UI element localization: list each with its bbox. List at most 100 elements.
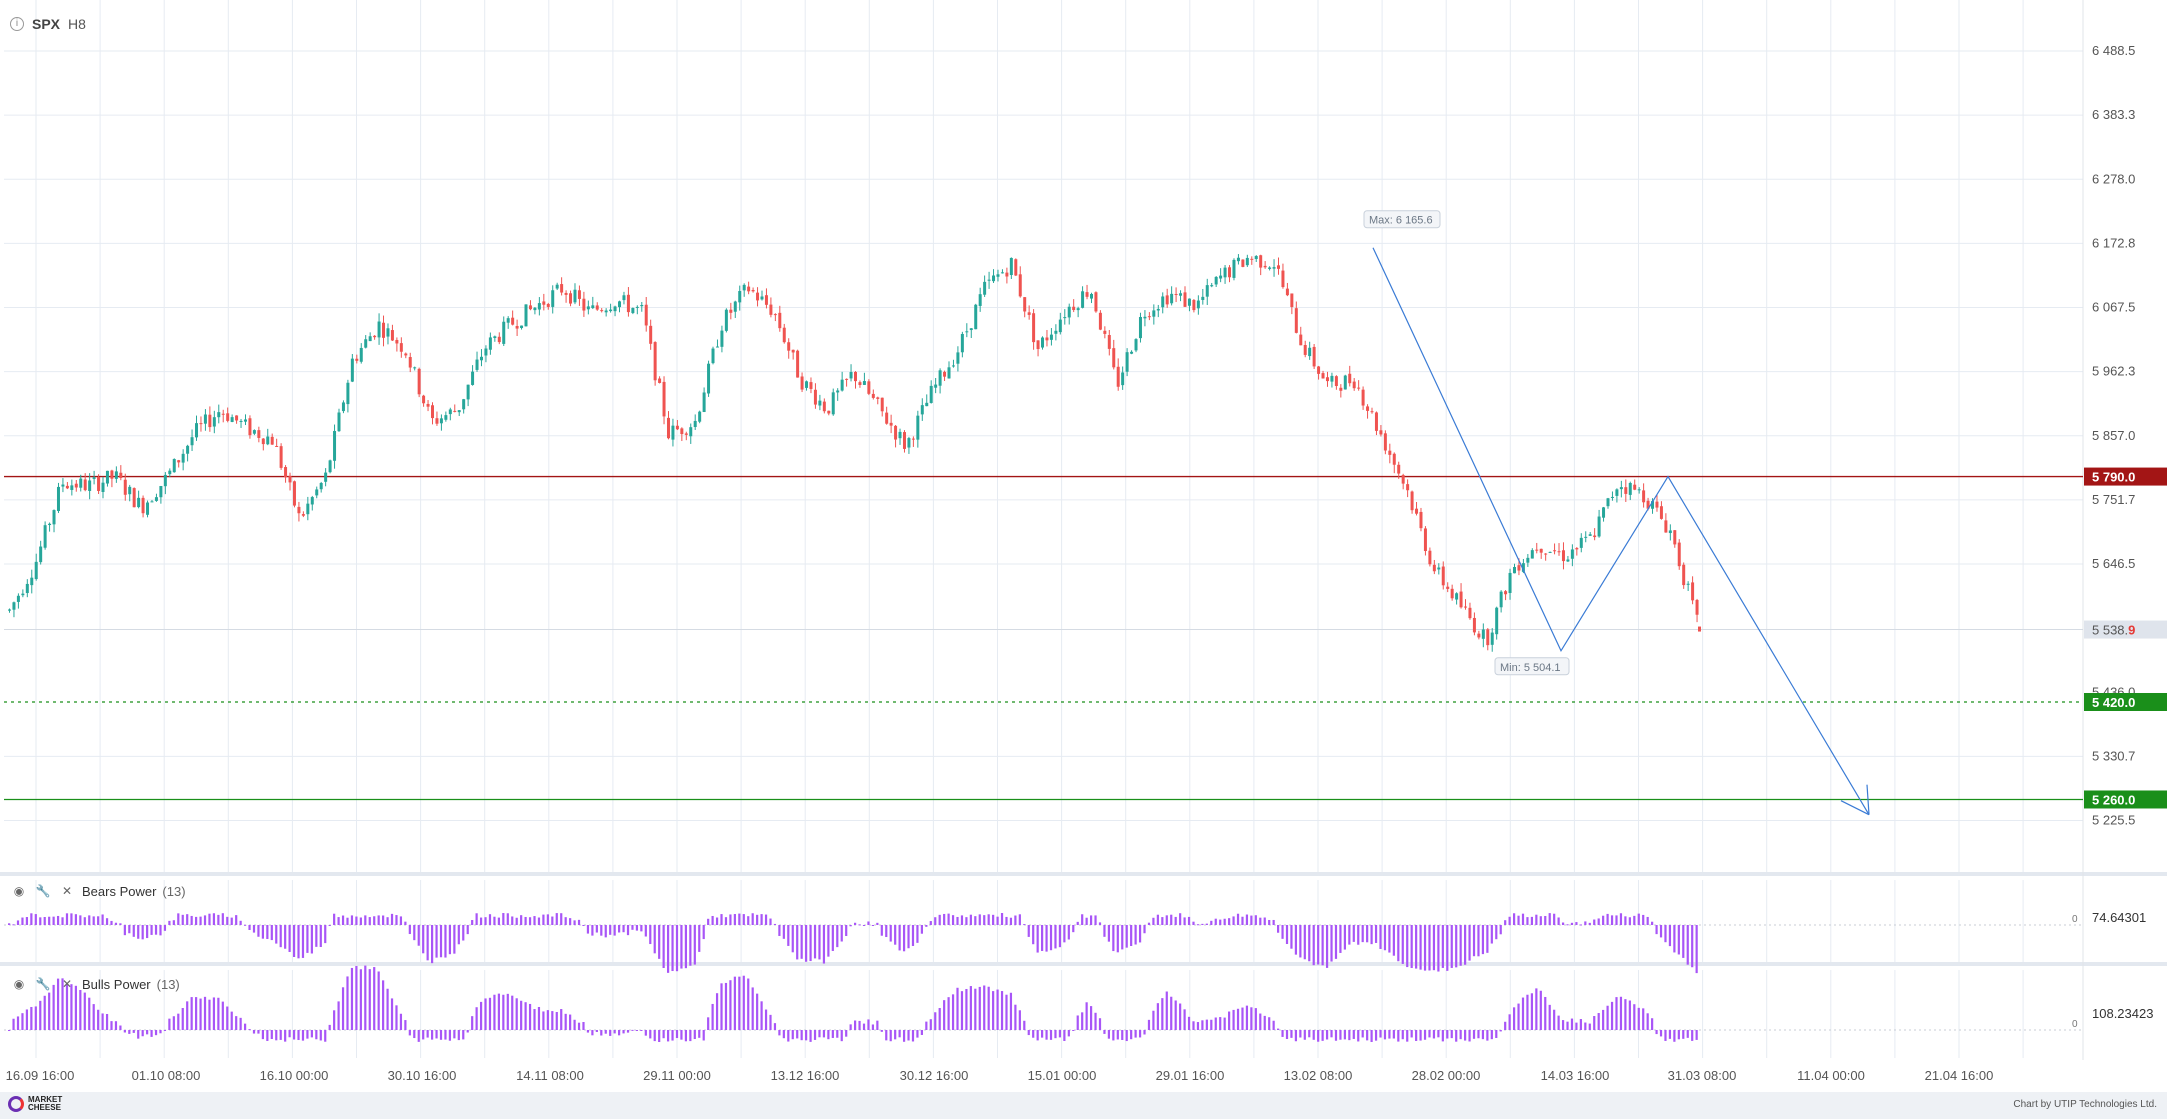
candle-body [39, 546, 43, 563]
power-bar [1165, 991, 1168, 1030]
power-bar [809, 1030, 812, 1042]
power-bar [1321, 1030, 1324, 1041]
candle-body [453, 410, 457, 412]
info-icon[interactable]: i [10, 17, 24, 31]
power-bar [1334, 1030, 1338, 1041]
power-bar [448, 1030, 452, 1041]
price-tick-label: 6 488.5 [2092, 43, 2135, 58]
candle-body [1637, 489, 1641, 491]
power-bar [1468, 925, 1471, 961]
candle-body [680, 428, 684, 435]
candle-body [1651, 501, 1655, 509]
power-bar [195, 997, 198, 1030]
candle-body [448, 409, 452, 415]
eye-icon[interactable]: ◉ [13, 977, 25, 991]
power-bar [969, 986, 972, 1030]
power-bar [1254, 1008, 1257, 1030]
power-bar [1673, 925, 1676, 953]
power-bar [1205, 923, 1208, 925]
power-bar [43, 917, 46, 925]
candle-body [1045, 337, 1049, 341]
timeframe-label[interactable]: H8 [68, 16, 86, 32]
power-bar [733, 914, 736, 925]
candle-body [1619, 487, 1623, 490]
power-bar [747, 978, 750, 1030]
candle-body [1223, 267, 1227, 278]
power-bar [1593, 919, 1596, 925]
time-axis[interactable]: 16.09 16:00 01.10 08:00 16.10 00:00 30.10 1… [6, 1068, 1994, 1083]
power-bar [1624, 916, 1627, 925]
candle-body [1187, 298, 1191, 306]
candle-body [715, 346, 719, 348]
wrench-icon[interactable]: 🔧 [35, 977, 51, 991]
candle-body [1504, 591, 1508, 595]
power-bar [1058, 1030, 1062, 1038]
wrench-icon[interactable]: 🔧 [35, 884, 51, 898]
candle-body [404, 353, 408, 356]
power-bar [604, 1030, 607, 1034]
power-bar [635, 1030, 639, 1031]
candle-body [1121, 372, 1125, 386]
candle-body [1334, 376, 1338, 387]
candle-body [1388, 450, 1392, 455]
power-bar [880, 1030, 883, 1032]
candle-body [604, 310, 608, 313]
candle-body [61, 484, 65, 487]
power-bar [845, 1030, 848, 1037]
power-bar [702, 1030, 705, 1041]
candle-body [444, 415, 448, 420]
power-bar [150, 1030, 153, 1037]
power-bar [1677, 1030, 1680, 1040]
power-bar [1553, 1009, 1556, 1030]
power-bar [382, 980, 385, 1030]
power-bar [649, 925, 652, 945]
price-tick-label: 5 857.0 [2092, 428, 2135, 443]
power-bar [1032, 925, 1035, 945]
power-bar [74, 914, 77, 925]
power-bar [195, 916, 198, 925]
power-bar [168, 1018, 171, 1030]
power-bar [1014, 1004, 1017, 1030]
power-bar [1254, 915, 1257, 925]
power-bar [368, 917, 371, 925]
power-bar [1508, 1014, 1511, 1030]
market-cheese-logo[interactable]: MARKET CHEESE [8, 1096, 62, 1112]
candle-body [742, 284, 746, 291]
power-bar [163, 1030, 167, 1031]
close-icon[interactable]: ✕ [61, 884, 73, 898]
price-axis[interactable]: 6 488.5 6 383.3 6 278.0 6 172.8 6 067.5 5 962… [2084, 43, 2167, 828]
power-bar [1005, 994, 1008, 1030]
power-bar [791, 1030, 794, 1040]
power-bar [1232, 916, 1235, 925]
power-bar [760, 1001, 763, 1030]
power-bar [764, 914, 768, 925]
power-bar [1557, 1015, 1560, 1030]
power-bar [1584, 921, 1587, 925]
power-bar [885, 1030, 888, 1041]
power-bar [524, 1002, 527, 1030]
power-bar [34, 1006, 37, 1030]
power-bar [1401, 1030, 1404, 1040]
power-bar [190, 997, 193, 1030]
power-bar [867, 921, 870, 925]
power-bar [1561, 1020, 1565, 1030]
candle-body [902, 432, 906, 449]
power-bar [1512, 1007, 1516, 1030]
candle-body [920, 405, 924, 415]
power-bar [1472, 1030, 1476, 1039]
close-icon[interactable]: ✕ [61, 977, 73, 991]
candle-body [1205, 285, 1209, 297]
power-bar [960, 991, 964, 1030]
power-bar [707, 918, 710, 925]
power-bar [1677, 925, 1680, 955]
power-bar [444, 1030, 447, 1040]
power-bar [1165, 915, 1168, 925]
eye-icon[interactable]: ◉ [13, 884, 25, 898]
power-bar [1691, 1030, 1694, 1041]
power-bar [413, 1030, 416, 1039]
power-bar [364, 965, 367, 1030]
candlesticks [8, 254, 1701, 652]
power-bar [1495, 1030, 1498, 1038]
power-bar [1036, 925, 1039, 953]
